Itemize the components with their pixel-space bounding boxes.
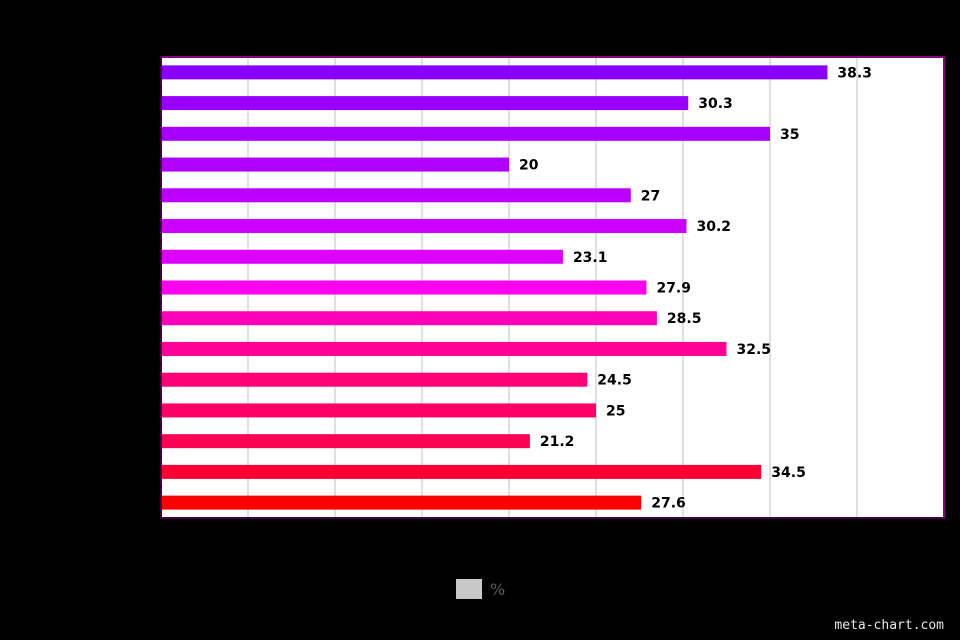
legend-swatch xyxy=(456,579,482,599)
data-label: 38.3 xyxy=(837,65,872,81)
bar xyxy=(162,188,631,203)
data-label: 25 xyxy=(606,403,625,419)
data-labels-group: 38.3 30.3 35 20 27 30.2 23.1 27.9 28.5 32.5 24.5 25… xyxy=(519,65,872,511)
data-label: 27 xyxy=(641,188,660,204)
data-label: 27.6 xyxy=(651,496,686,512)
legend-label: % xyxy=(490,579,506,599)
data-label: 30.3 xyxy=(698,96,733,112)
data-label: 35 xyxy=(780,127,799,143)
bar xyxy=(162,96,689,111)
bar xyxy=(162,311,657,326)
bar xyxy=(162,434,530,449)
bar xyxy=(162,403,596,418)
bar xyxy=(162,157,509,172)
legend: % xyxy=(456,579,505,599)
data-label: 24.5 xyxy=(597,373,632,389)
bar xyxy=(162,65,828,80)
data-label: 27.9 xyxy=(656,281,691,297)
data-label: 34.5 xyxy=(771,465,806,481)
data-label: 28.5 xyxy=(667,311,702,327)
data-label: 32.5 xyxy=(737,342,772,358)
bar xyxy=(162,249,563,264)
bars-group xyxy=(162,65,828,510)
axes-group xyxy=(145,56,945,534)
bar xyxy=(162,341,727,356)
bar xyxy=(162,126,770,141)
bar xyxy=(162,464,762,479)
watermark: meta-chart.com xyxy=(834,618,944,633)
data-label: 21.2 xyxy=(540,434,575,450)
bar xyxy=(162,219,687,234)
data-label: 30.2 xyxy=(696,219,731,235)
bar xyxy=(162,280,647,295)
data-label: 23.1 xyxy=(573,250,608,266)
bar xyxy=(162,495,642,510)
bar xyxy=(162,372,588,387)
data-label: 20 xyxy=(519,158,539,174)
